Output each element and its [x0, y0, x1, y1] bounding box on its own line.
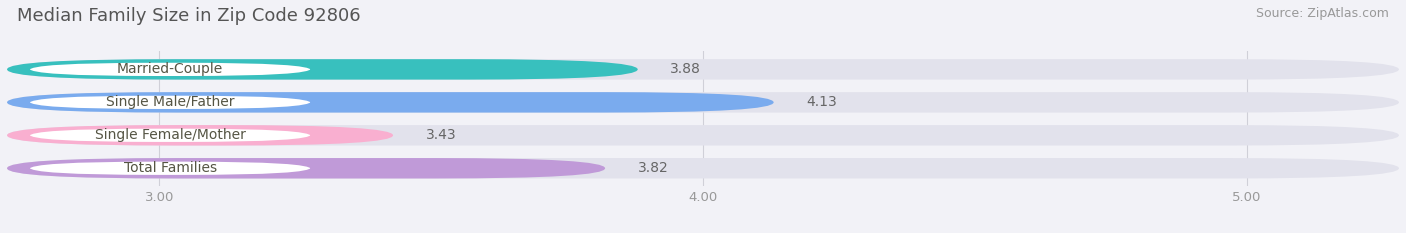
- Text: Total Families: Total Families: [124, 161, 217, 175]
- FancyBboxPatch shape: [28, 62, 312, 77]
- FancyBboxPatch shape: [7, 158, 1399, 178]
- Text: Source: ZipAtlas.com: Source: ZipAtlas.com: [1256, 7, 1389, 20]
- FancyBboxPatch shape: [7, 92, 773, 113]
- Text: Median Family Size in Zip Code 92806: Median Family Size in Zip Code 92806: [17, 7, 360, 25]
- Text: Single Male/Father: Single Male/Father: [105, 95, 235, 109]
- Text: 4.13: 4.13: [806, 95, 837, 109]
- Text: 3.88: 3.88: [671, 62, 702, 76]
- FancyBboxPatch shape: [7, 92, 1399, 113]
- Text: 3.82: 3.82: [638, 161, 668, 175]
- FancyBboxPatch shape: [7, 125, 394, 146]
- Text: 3.43: 3.43: [426, 128, 457, 142]
- FancyBboxPatch shape: [7, 158, 605, 178]
- Text: Married-Couple: Married-Couple: [117, 62, 224, 76]
- FancyBboxPatch shape: [7, 125, 1399, 146]
- FancyBboxPatch shape: [28, 95, 312, 110]
- FancyBboxPatch shape: [7, 59, 638, 80]
- Text: Single Female/Mother: Single Female/Mother: [94, 128, 246, 142]
- FancyBboxPatch shape: [28, 128, 312, 143]
- FancyBboxPatch shape: [7, 59, 1399, 80]
- FancyBboxPatch shape: [28, 161, 312, 176]
